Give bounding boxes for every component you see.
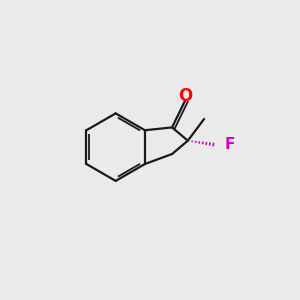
- Text: F: F: [224, 137, 235, 152]
- Text: O: O: [178, 87, 192, 105]
